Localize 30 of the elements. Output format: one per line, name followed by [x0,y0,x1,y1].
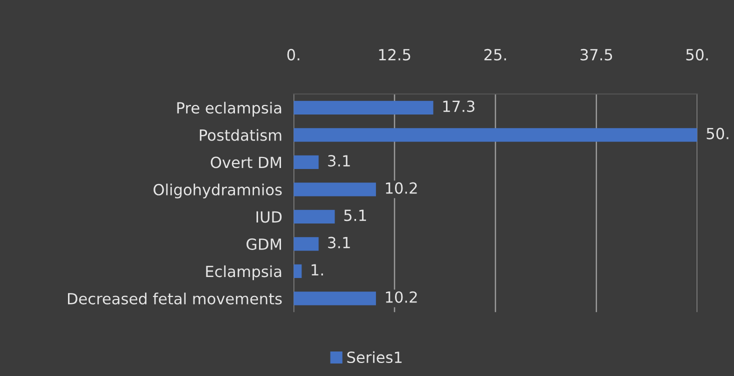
x-tick-label: 37.5 [580,48,612,60]
data-label: 50. [706,128,728,140]
y-tick-label: IUD [256,211,282,223]
bar [294,210,335,224]
data-label: 17.3 [443,100,474,112]
data-label: 1. [312,264,323,276]
y-tick-label: Overt DM [210,156,281,168]
y-tick-label: GDM [246,238,281,250]
y-tick-label: Decreased fetal movements [68,292,282,304]
bar [294,237,319,251]
bar [294,100,434,114]
data-label: 3.1 [328,155,350,167]
x-tick-label: 12.5 [379,48,410,60]
y-tick-label: Oligohydramnios [154,184,282,198]
bar [294,155,319,169]
bar [294,182,376,196]
x-tick-label: 25. [484,48,506,60]
data-label: 5.1 [344,210,366,222]
x-tick-label: 50. [686,48,708,60]
bar [294,292,376,306]
data-label: 10.2 [386,291,417,303]
bar [294,128,698,142]
y-tick-label: Pre eclampsia [177,102,282,117]
bar [294,264,302,278]
legend-label: Series1 [347,351,402,364]
y-tick-label: Eclampsia [206,265,282,280]
data-label: 3.1 [328,236,350,248]
data-label: 10.2 [386,182,417,194]
x-tick-label: 0. [287,48,300,60]
y-tick-label: Postdatism [200,129,282,141]
